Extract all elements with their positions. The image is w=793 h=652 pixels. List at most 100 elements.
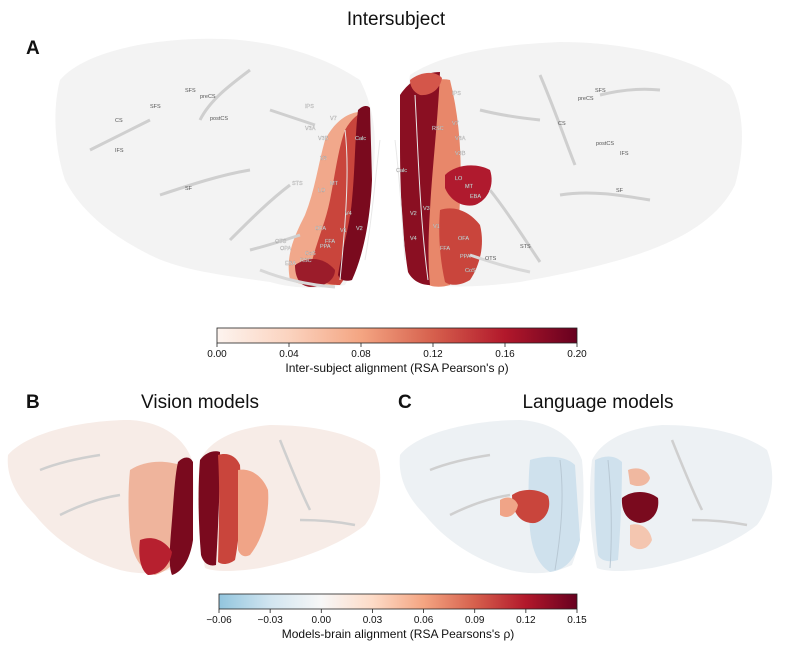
roi-label-right: V3A [455,136,466,142]
roi-label-right: SFS [595,88,606,94]
roi-label-left: RSC [300,258,312,264]
colorbar-top-label: Inter-subject alignment (RSA Pearson's ρ… [285,361,509,375]
roi-label-left: postCS [210,116,228,122]
roi-label-left: OTS [275,239,287,245]
roi-label-right: STS [520,244,531,250]
roi-label-left: V7 [330,116,337,122]
roi-label-left: OFA [315,226,326,232]
top-tick-label: 0.20 [567,349,587,360]
left-region-c-blue [528,456,580,572]
right-region-mid-a [439,208,482,285]
panel-a-flatmap [55,38,742,289]
roi-label-left: CS [115,118,123,124]
panel-title-language: Language models [522,392,674,413]
left-region-dark-a [338,105,372,281]
right-region-b-mid [218,454,241,565]
left-region-b-mid [139,538,172,575]
bottom-tick-label: 0.12 [516,615,536,626]
bottom-tick-label: −0.06 [206,615,232,626]
roi-label-right: V1 [433,224,440,230]
roi-label-left: preCS [200,94,216,100]
right-region-ifs-a [410,72,442,96]
roi-label-left: SFS [150,104,161,110]
colorbar-top-ticks [216,343,578,347]
colorbar-bottom-bar [218,593,578,610]
roi-label-right: V4 [410,236,417,242]
right-region-c-lower [630,524,652,550]
roi-label-left: Calc [355,136,366,142]
top-tick-label: 0.00 [207,349,227,360]
roi-label-left: EBA [285,261,296,267]
roi-label-left: FFA [325,239,335,245]
left-region-b-dark [169,457,193,575]
top-tick-label: 0.16 [495,349,515,360]
roi-label-right: V3B [455,151,466,157]
roi-label-right: Calc [396,168,407,174]
roi-label-right: preCS [578,96,594,102]
bottom-tick-label: 0.00 [311,615,332,626]
roi-label-right: V2 [410,211,417,217]
roi-label-right: OFA [458,236,469,242]
right-region-b-dark [198,451,220,566]
top-tick-label: 0.04 [279,349,299,360]
left-region-c-red [512,489,550,524]
colorbar-bottom-ticks [218,609,578,613]
bottom-tick-label: −0.03 [257,615,283,626]
bottom-tick-label: 0.09 [464,615,485,626]
left-hemisphere-a [55,38,375,288]
right-region-c-pale [628,468,650,486]
left-region-c-pale [500,497,518,517]
roi-label-right: postCS [596,141,614,147]
roi-label-right: IPS [452,91,461,97]
roi-label-right: OTS [485,256,497,262]
roi-label-right: PPA [460,254,471,260]
roi-label-left: PPA [320,244,331,250]
colorbar-bottom-label: Models-brain alignment (RSA Pearsons's ρ… [281,627,515,641]
roi-label-left: IPS [305,104,314,110]
panel-letter-a: A [26,38,40,59]
panel-title-vision: Vision models [141,392,259,413]
roi-label-left: STS [292,181,303,187]
panel-c-flatmap [399,420,773,574]
roi-label-right: LO [455,176,463,182]
top-tick-label: 0.08 [351,349,371,360]
roi-label-right: V3 [423,206,430,212]
roi-label-left: SFS [185,88,196,94]
roi-label-right: V7 [452,121,459,127]
roi-label-left: V3 [320,156,327,162]
roi-label-right: CoS [465,268,476,274]
roi-label-right: EBA [470,194,481,200]
roi-label-left: SF [185,186,193,192]
right-region-dark-a [400,72,440,285]
left-region-dark2-a [295,258,335,287]
roi-label-left: V4 [345,211,352,217]
roi-label-right: SF [616,188,624,194]
bottom-tick-label: 0.03 [362,615,383,626]
panel-title-intersubject: Intersubject [346,9,446,30]
right-region-c-blue [594,456,622,562]
roi-label-left: IFS [115,148,124,154]
roi-label-left: CoS [305,251,316,257]
colorbar-top-bar [216,327,578,344]
right-region-mt-a [445,165,492,206]
roi-label-left: V2 [356,226,363,232]
bottom-tick-label: 0.15 [567,615,587,626]
bottom-tick-label: 0.06 [413,615,434,626]
roi-label-right: IFS [620,151,629,157]
roi-label-right: RSC [432,126,444,132]
roi-label-right: MT [465,184,474,190]
right-region-c-dark [621,492,659,523]
roi-label-right: FFA [440,246,450,252]
roi-label-left: LO [318,188,326,194]
roi-label-left: MT [330,181,339,187]
roi-label-left: V3B [318,136,329,142]
roi-label-left: OPA [280,246,292,252]
roi-label-right: CS [558,121,566,127]
right-region-b-pale [238,469,269,557]
panel-letter-c: C [398,392,412,413]
roi-label-left: V3A [305,126,316,132]
roi-label-left: V1 [340,228,347,234]
top-tick-label: 0.12 [423,349,443,360]
